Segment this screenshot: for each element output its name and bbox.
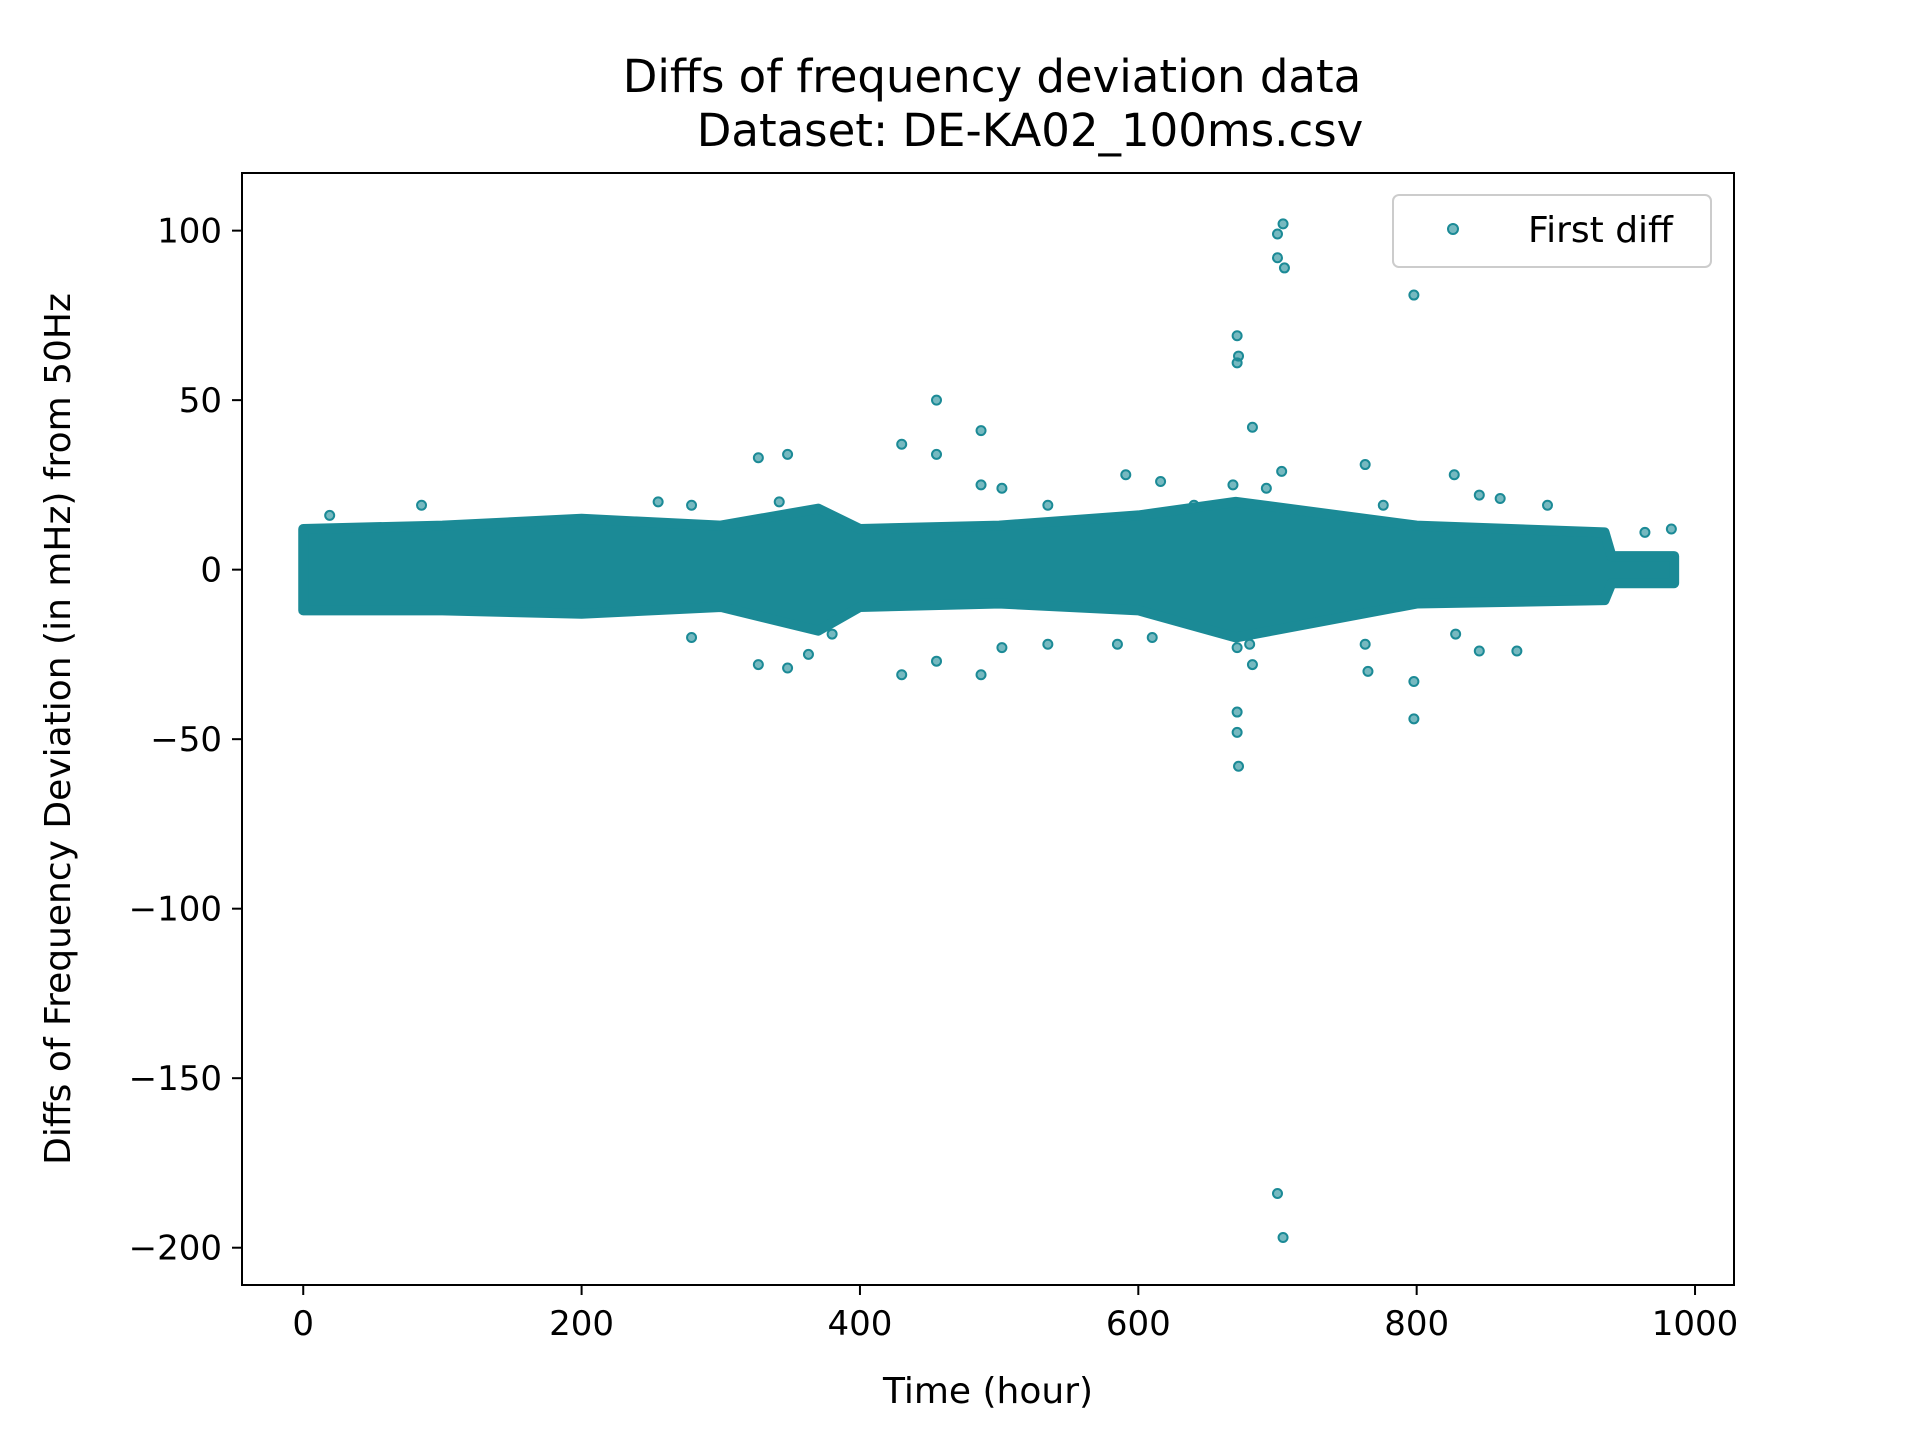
scatter-point (1155, 476, 1167, 488)
scatter-point (1359, 459, 1371, 471)
scatter-point (1278, 262, 1290, 274)
y-tick-label: −100 (129, 890, 222, 930)
scatter-point (1246, 659, 1258, 671)
scatter-point (1276, 465, 1288, 477)
scatter-point (1271, 252, 1283, 264)
x-axis-ticks: 0 200 400 600 800 1000 (292, 1285, 1738, 1344)
scatter-point (1120, 469, 1132, 481)
scatter-point (1473, 645, 1485, 657)
scatter-point (996, 482, 1008, 494)
x-tick-label: 1000 (1652, 1304, 1739, 1344)
scatter-point (802, 648, 814, 660)
scatter-point (1146, 631, 1158, 643)
y-tick-label: 50 (179, 381, 222, 421)
y-tick-label: −50 (150, 720, 222, 760)
legend-box (1392, 194, 1712, 268)
scatter-point (896, 438, 908, 450)
scatter-point (686, 499, 698, 511)
scatter-point (782, 662, 794, 674)
scatter-point (1408, 713, 1420, 725)
scatter-point (1473, 489, 1485, 501)
x-tick-label: 200 (549, 1304, 614, 1344)
chart-subtitle: Dataset: DE-KA02_100ms.csv (697, 104, 1364, 157)
plot-area (241, 172, 1735, 1286)
scatter-point (931, 655, 943, 667)
scatter-point (1494, 492, 1506, 504)
plot-background (242, 173, 1734, 1285)
scatter-point (826, 628, 838, 640)
x-tick-label: 0 (292, 1304, 314, 1344)
scatter-point (752, 452, 764, 464)
y-axis-ticks: 100 50 0 −50 −100 −150 −200 (129, 212, 242, 1269)
scatter-point (1448, 469, 1460, 481)
scatter-point (652, 496, 664, 508)
scatter-point (996, 642, 1008, 654)
scatter-point (752, 659, 764, 671)
scatter-point (773, 496, 785, 508)
scatter-point (1665, 523, 1677, 535)
plot-frame (241, 172, 1735, 1286)
y-tick-label: 0 (200, 551, 222, 591)
scatter-point (1188, 499, 1200, 511)
y-tick-label: −200 (129, 1229, 222, 1269)
scatter-point (1408, 289, 1420, 301)
scatter-point (931, 448, 943, 460)
legend-marker (1447, 223, 1459, 235)
scatter-point (782, 448, 794, 460)
scatter-point (1231, 330, 1243, 342)
scatter-point (1271, 1187, 1283, 1199)
scatter-point (975, 669, 987, 681)
scatter-point (1231, 357, 1243, 369)
scatter-point (1277, 1232, 1289, 1244)
scatter-point (896, 669, 908, 681)
y-tick-label: −150 (129, 1059, 222, 1099)
scatter-point (1231, 642, 1243, 654)
x-tick-label: 600 (1106, 1304, 1171, 1344)
scatter-point (1359, 638, 1371, 650)
dense-band (298, 496, 1680, 643)
scatter-point (1542, 499, 1553, 511)
legend: First diff (1392, 194, 1712, 268)
scatter-point (975, 425, 987, 437)
scatter-point (1277, 218, 1289, 230)
x-tick-label: 800 (1384, 1304, 1449, 1344)
x-tick-label: 400 (828, 1304, 893, 1344)
scatter-point (1246, 421, 1258, 433)
scatter-dense-band (298, 496, 1680, 643)
scatter-point (1271, 228, 1283, 240)
scatter-point (975, 479, 987, 491)
scatter-point (1042, 638, 1054, 650)
scatter-point (416, 499, 428, 511)
scatter-point (1111, 638, 1123, 650)
scatter-point (1260, 482, 1272, 494)
scatter-point (1639, 526, 1651, 538)
scatter-point (686, 631, 698, 643)
scatter-point (1362, 665, 1374, 677)
scatter-point (1450, 628, 1462, 640)
scatter-point (1511, 645, 1523, 657)
scatter-point (1233, 760, 1245, 772)
scatter-point (324, 509, 336, 521)
x-axis-label: Time (hour) (882, 1371, 1093, 1412)
scatter-point (1227, 479, 1239, 491)
y-tick-label: 100 (157, 212, 222, 252)
scatter-point (1244, 638, 1256, 650)
scatter-point (1377, 499, 1389, 511)
chart-title: Diffs of frequency deviation data (623, 50, 1361, 103)
scatter-point (931, 394, 943, 406)
scatter-outliers (324, 218, 1677, 1244)
scatter-point (1408, 676, 1420, 688)
scatter-point (1231, 726, 1243, 738)
scatter-point (1231, 706, 1243, 718)
scatter-point (1042, 499, 1054, 511)
legend-label: First diff (1528, 210, 1674, 251)
y-axis-label: Diffs of Frequency Deviation (in mHz) fr… (38, 293, 79, 1165)
